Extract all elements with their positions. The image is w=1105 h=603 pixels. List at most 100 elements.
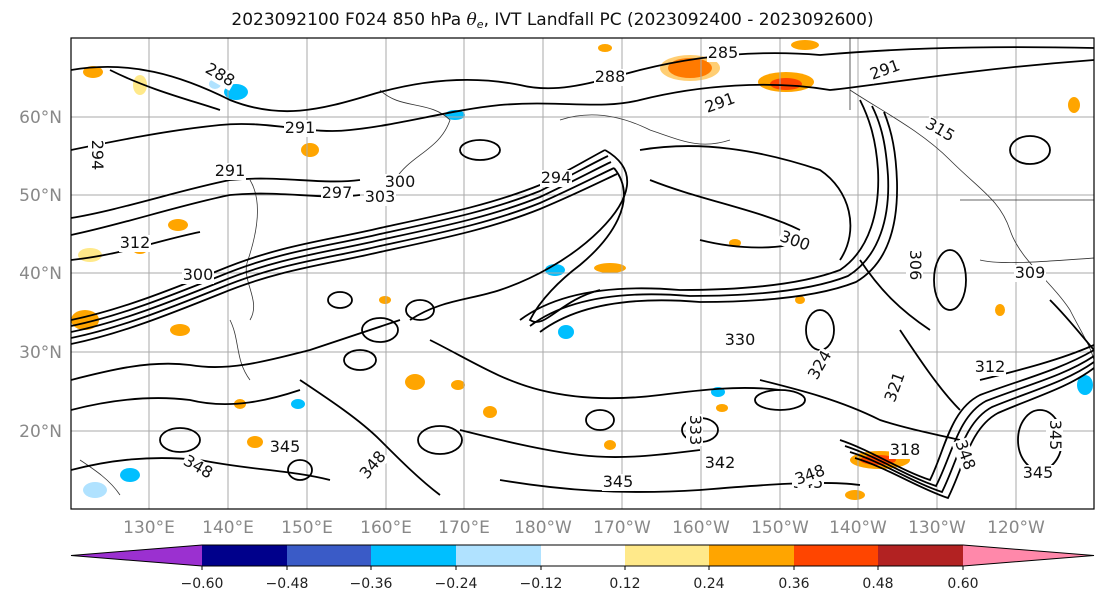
lon-label: 140°W: [829, 518, 887, 538]
contour-label-bg: [951, 437, 978, 474]
coastlines: [79, 38, 1094, 496]
longitude-labels: 130°E 140°E 150°E 160°E 170°E 180°W 170°W 160°W…: [123, 518, 1045, 538]
contour-label-bg: [119, 235, 151, 252]
contour-label: 300: [385, 172, 416, 191]
contour-label: 333: [686, 415, 705, 446]
contour-label-bg: [321, 185, 353, 202]
contour-label: 345: [270, 437, 301, 456]
contour-label-bg: [974, 359, 1006, 376]
contour-label-bg: [179, 452, 216, 483]
contour-label-bg: [284, 120, 316, 137]
contour-label: 345: [603, 472, 634, 491]
map-frame: [70, 37, 1095, 510]
contour-label: 300: [183, 265, 214, 284]
contour-label-bg: [882, 369, 909, 406]
contour-label: 345: [1046, 420, 1065, 451]
contour-label-bg: [1014, 265, 1046, 282]
lat-label: 20°N: [19, 422, 62, 442]
contour-label: 345: [1023, 463, 1054, 482]
contour-label-bg: [269, 439, 301, 456]
contour-label-bg: [594, 69, 626, 86]
lat-label: 30°N: [19, 343, 62, 363]
contour-label: 294: [541, 168, 572, 187]
contour-label-bg: [201, 60, 238, 91]
contour-label-bg: [384, 174, 416, 191]
colorbar-segment: [456, 545, 541, 566]
colorbar-tick-label: 0.36: [778, 576, 809, 592]
contour-label: 309: [1015, 263, 1046, 282]
contour-label-bg: [707, 45, 739, 62]
map-title: 2023092100 F024 850 hPa θe, IVT Landfall…: [231, 10, 874, 31]
contour-label-bg: [540, 170, 572, 187]
lon-label: 170°W: [593, 518, 651, 538]
contour-label-bg: [906, 249, 923, 281]
contour-label: 285: [708, 43, 739, 62]
lat-label: 50°N: [19, 186, 62, 206]
contour-label-bg: [602, 474, 634, 491]
lon-label: 180°W: [514, 518, 572, 538]
lon-label: 120°W: [987, 518, 1045, 538]
contour-label-bg: [182, 267, 214, 284]
contour-label: 318: [890, 440, 921, 459]
colorbar-segment: [287, 545, 371, 566]
colorbar-segment: [625, 545, 709, 566]
contour-label-bg: [686, 414, 703, 446]
lon-label: 130°E: [123, 518, 175, 538]
contour-label-bg: [921, 115, 958, 146]
colorbar-segment: [202, 545, 287, 566]
colorbar-tick-label: 0.24: [693, 576, 724, 592]
colorbar-tick-label: −0.48: [266, 576, 309, 592]
lon-label: 160°W: [672, 518, 730, 538]
colorbar-tick-label: −0.12: [520, 576, 563, 592]
colorbar-segment: [709, 545, 794, 566]
colorbar-segment: [963, 545, 1094, 566]
contour-label: 330: [725, 330, 756, 349]
contour-label-bg: [1046, 419, 1063, 451]
contour-label-bg: [867, 57, 904, 84]
colorbar-segment: [541, 545, 625, 566]
contour-label: 294: [88, 140, 107, 171]
contour-label-bg: [88, 139, 105, 171]
contour-label-bg: [792, 462, 829, 489]
lon-label: 150°E: [281, 518, 333, 538]
contour-label-bg: [805, 347, 836, 384]
contour-label: 291: [215, 161, 246, 180]
contour-label: 312: [975, 357, 1006, 376]
contour-label-bg: [724, 332, 756, 349]
contour-label: 342: [705, 453, 736, 472]
lon-label: 160°E: [360, 518, 412, 538]
latitude-labels: 60°N 50°N 40°N 30°N 20°N: [19, 108, 62, 442]
colorbar-segment: [878, 545, 963, 566]
colorbar-tick-label: −0.24: [435, 576, 478, 592]
contour-label-bg: [1022, 465, 1054, 482]
colorbar-segment: [794, 545, 878, 566]
colorbar-tick-label: −0.36: [350, 576, 393, 592]
contour-label: 297: [322, 183, 353, 202]
contour-label: 306: [906, 250, 925, 281]
contour-label: 291: [285, 118, 316, 137]
contour-label-bg: [356, 447, 391, 484]
colorbar: −0.60 −0.48 −0.36 −0.24 −0.12 0.12 0.24 0.36 0.4…: [70, 544, 1095, 592]
contour-label-bg: [364, 189, 396, 206]
colorbar-segment: [71, 545, 202, 566]
colorbar-tick-label: 0.48: [862, 576, 893, 592]
colorbar-tick-label: 0.12: [609, 576, 640, 592]
contour-label-bg: [889, 442, 921, 459]
contour-label-bg: [702, 90, 739, 117]
lat-label: 40°N: [19, 264, 62, 284]
contour-label-bg: [776, 228, 813, 255]
contour-label-bg: [704, 455, 736, 472]
lon-label: 170°E: [438, 518, 490, 538]
colorbar-segment: [371, 545, 456, 566]
lat-label: 60°N: [19, 108, 62, 128]
lon-label: 140°E: [202, 518, 254, 538]
lon-label: 130°W: [908, 518, 966, 538]
contour-label-bg: [214, 163, 246, 180]
contour-label: 312: [120, 233, 151, 252]
contour-label: 303: [365, 187, 396, 206]
colorbar-tick-label: −0.60: [181, 576, 224, 592]
lon-label: 150°W: [751, 518, 809, 538]
contour-label: 288: [595, 67, 626, 86]
colorbar-tick-label: 0.60: [947, 576, 978, 592]
